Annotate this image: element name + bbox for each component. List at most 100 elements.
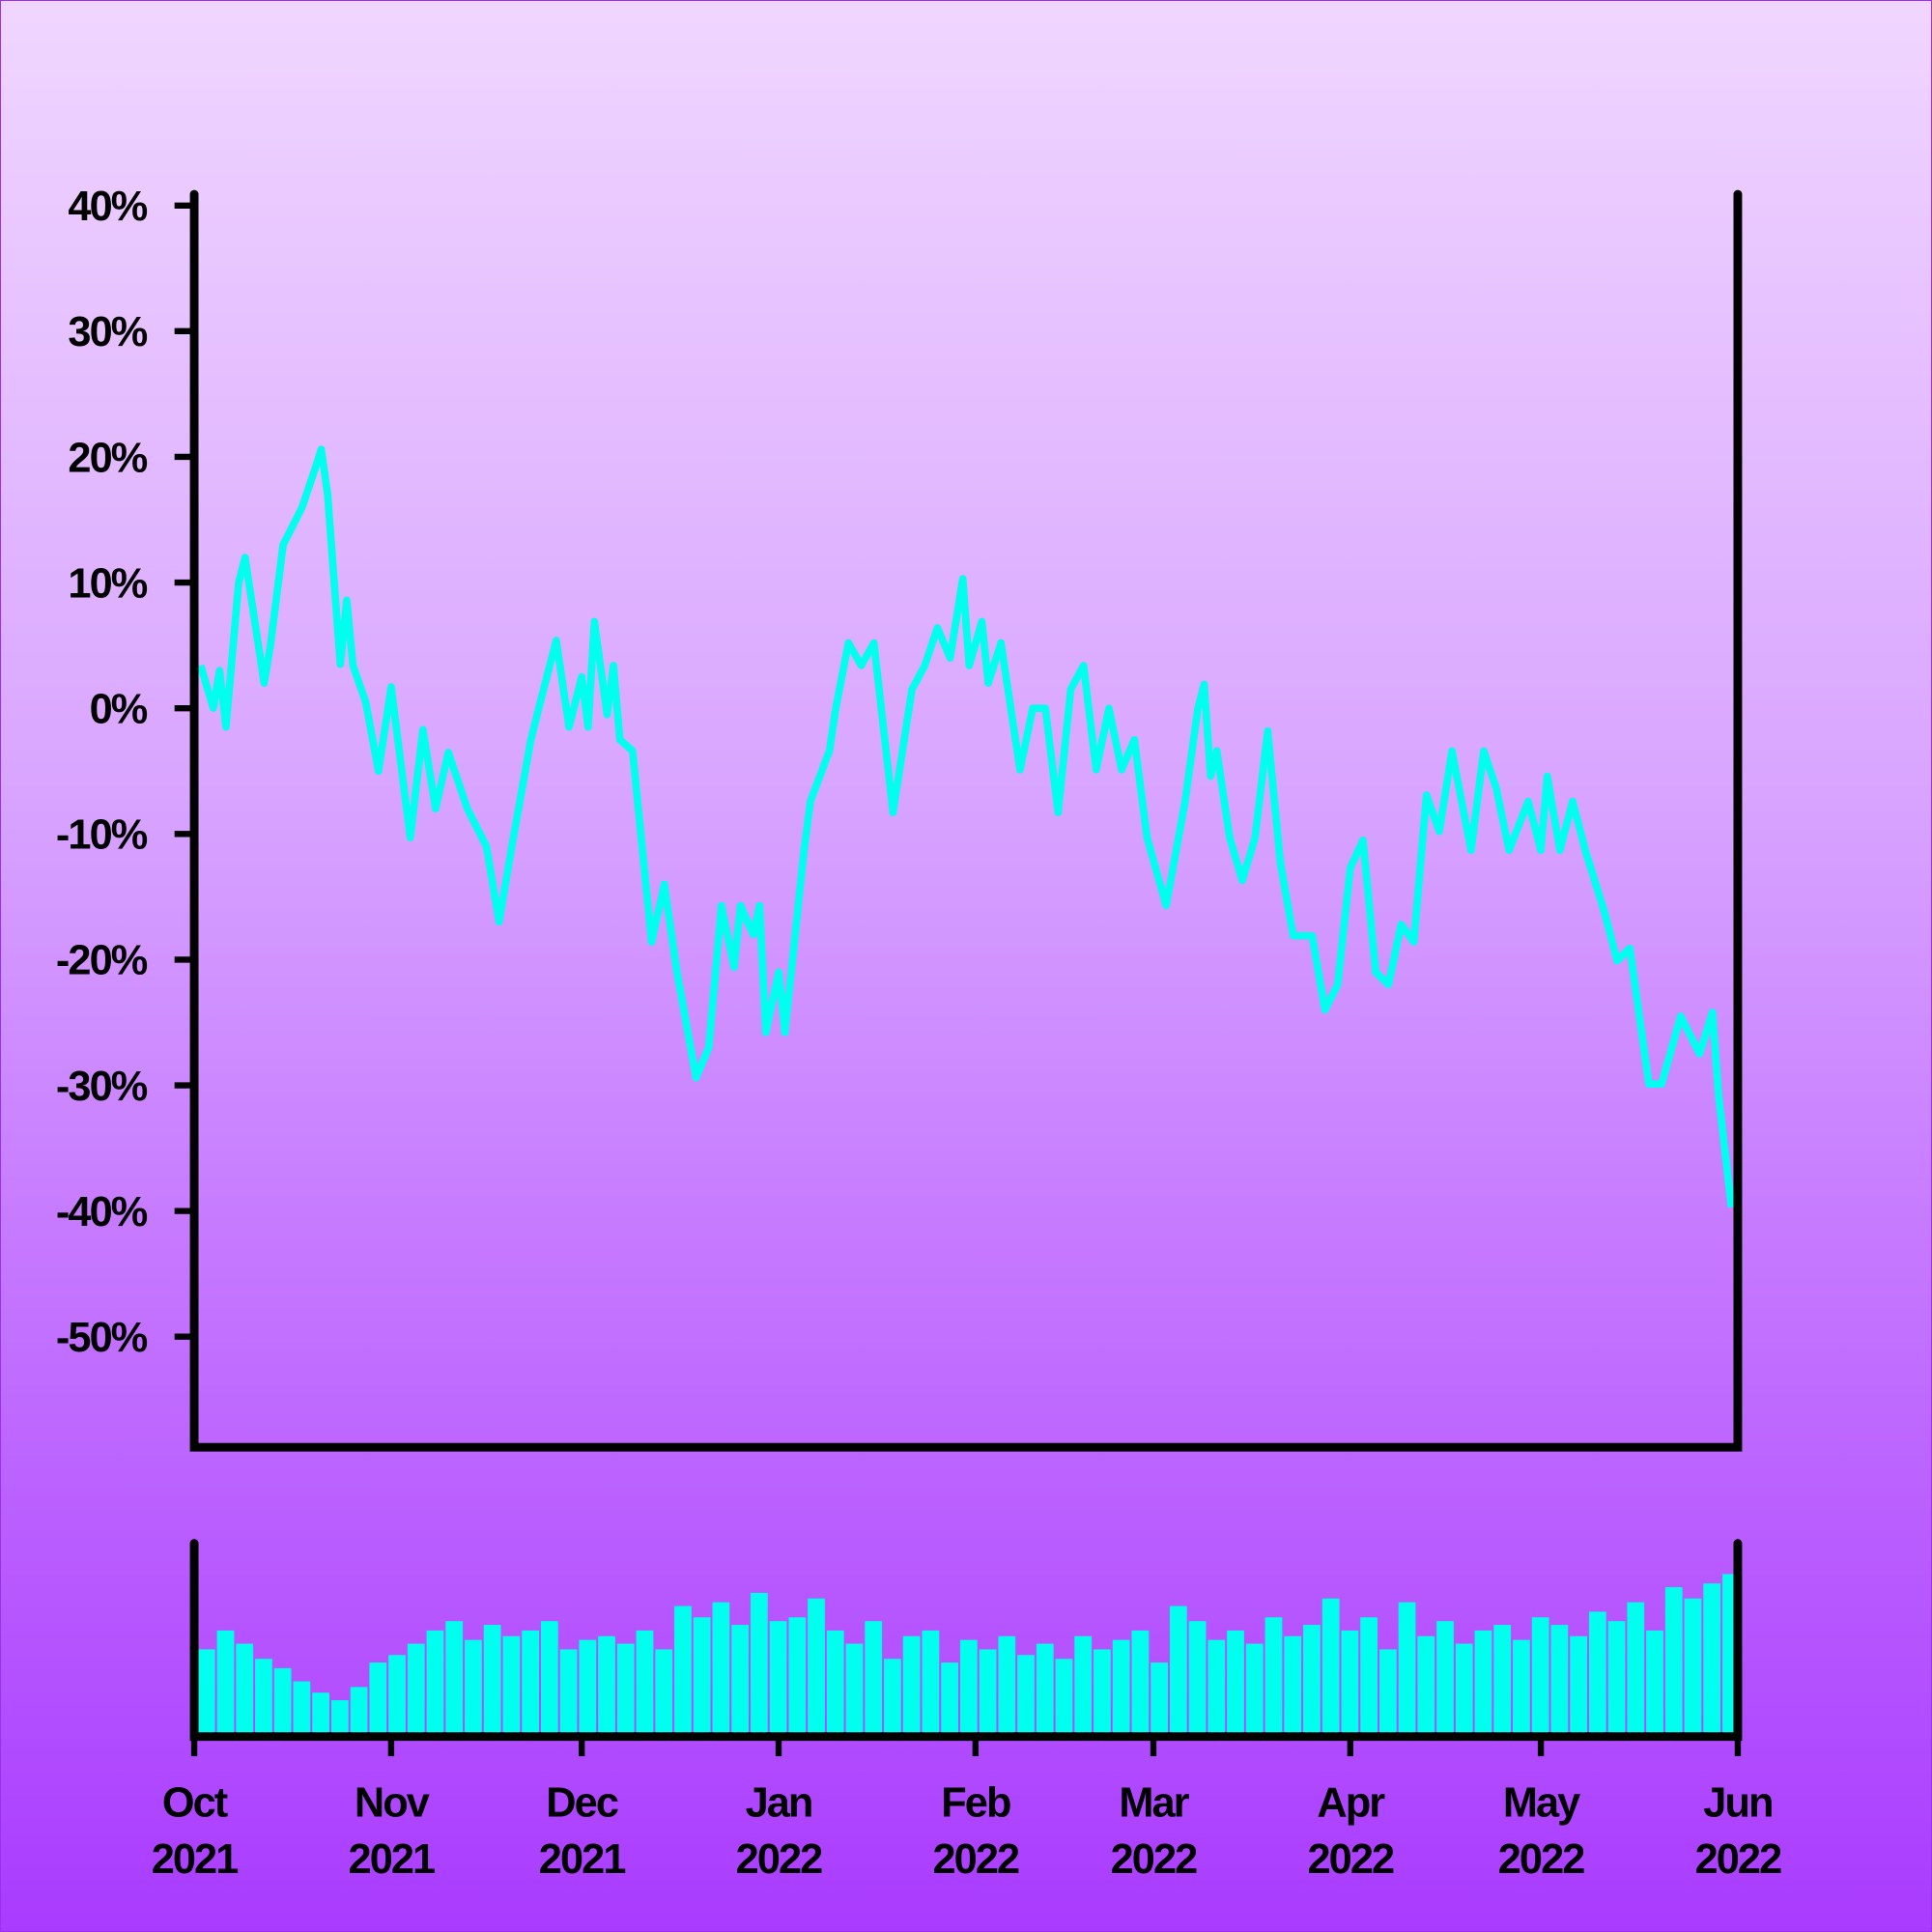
x-tick-label-line: Oct (162, 1779, 228, 1826)
volume-bar (1398, 1602, 1416, 1735)
volume-bar (674, 1605, 692, 1735)
y-tick-label: 0% (90, 686, 148, 732)
volume-bar (1360, 1617, 1378, 1735)
volume-bar (598, 1635, 615, 1735)
price-axes (189, 189, 1743, 1452)
x-tick-label-line: Apr (1317, 1779, 1385, 1826)
volume-bar (407, 1643, 425, 1735)
price-line (197, 445, 1736, 1208)
y-tick-label: 30% (68, 309, 147, 355)
volume-bar (1208, 1639, 1226, 1735)
x-tick-label: Dec 2021 (539, 1779, 626, 1883)
x-tick-label: Oct 2021 (152, 1779, 239, 1883)
volume-bar (865, 1621, 883, 1735)
volume-bar (579, 1639, 597, 1735)
x-tick-label-line: 2021 (539, 1836, 626, 1883)
volume-bar (1227, 1630, 1244, 1735)
y-tick-label: -50% (56, 1315, 148, 1361)
volume-bar (522, 1630, 539, 1735)
x-tick-label-line: Mar (1119, 1779, 1189, 1826)
volume-bar (1436, 1621, 1454, 1735)
y-tick-label: -40% (56, 1189, 148, 1236)
x-tick-label-line: Dec (546, 1779, 618, 1826)
x-tick-label: Jan 2022 (736, 1779, 823, 1883)
volume-bar (216, 1630, 235, 1735)
volume-bar (1378, 1649, 1397, 1735)
volume-bar (1474, 1630, 1492, 1735)
volume-bar (941, 1662, 958, 1735)
x-tick-label-line: 2022 (1695, 1836, 1782, 1883)
y-tick-label: 20% (68, 435, 147, 481)
volume-bar (808, 1598, 825, 1735)
volume-bar (1169, 1605, 1187, 1735)
volume-bar (197, 1649, 215, 1735)
volume-bar (1036, 1643, 1054, 1735)
x-tick-label: Nov 2021 (349, 1779, 436, 1883)
volume-bar (1703, 1583, 1721, 1735)
volume-bar (1321, 1598, 1340, 1735)
volume-bar (1303, 1625, 1321, 1735)
volume-bar (1151, 1662, 1168, 1735)
volume-bar (540, 1621, 558, 1735)
volume-bar (1531, 1617, 1549, 1735)
x-tick-label: Apr 2022 (1307, 1779, 1394, 1883)
y-tick-label: -10% (56, 812, 148, 859)
volume-bar (1284, 1635, 1302, 1735)
x-tick-label-line: Nov (355, 1779, 430, 1826)
volume-bar (1245, 1643, 1264, 1735)
volume-bar (1455, 1643, 1473, 1735)
volume-bar (1627, 1602, 1645, 1735)
volume-bar (1664, 1587, 1683, 1735)
volume-bar (483, 1625, 501, 1735)
volume-bar (330, 1700, 349, 1735)
volume-bar (616, 1643, 635, 1735)
price-panel-frame (189, 189, 1743, 1742)
volume-bar (1607, 1621, 1626, 1735)
volume-bar (1493, 1625, 1512, 1735)
x-tick-label-line: 2021 (152, 1836, 239, 1883)
volume-bar (750, 1592, 768, 1735)
volume-bar (236, 1643, 254, 1735)
volume-bar (902, 1635, 921, 1735)
volume-bar (445, 1621, 464, 1735)
x-tick-label-line: Jun (1703, 1779, 1772, 1826)
x-tick-label-line: Jan (746, 1779, 812, 1826)
x-tick-label-line: 2022 (1111, 1836, 1198, 1883)
volume-bar (388, 1655, 406, 1735)
volume-bar (788, 1617, 807, 1735)
y-tick-label: -30% (56, 1064, 148, 1110)
volume-bar (731, 1625, 749, 1735)
x-tick-label-line: 2022 (1498, 1836, 1585, 1883)
volume-bar (959, 1639, 978, 1735)
volume-bar (350, 1687, 368, 1735)
x-tick-label-line: May (1503, 1779, 1580, 1826)
volume-bar (693, 1617, 711, 1735)
volume-bar (1112, 1639, 1130, 1735)
x-tick-label-line: 2021 (349, 1836, 436, 1883)
y-tick-label: -20% (56, 938, 148, 984)
volume-bar (293, 1681, 311, 1735)
x-tick-label-line: 2022 (736, 1836, 823, 1883)
x-tick-label: Feb 2022 (933, 1779, 1020, 1883)
volume-bar (1341, 1630, 1359, 1735)
volume-bar (884, 1659, 901, 1735)
volume-bar (1513, 1639, 1530, 1735)
x-tick-label: Jun 2022 (1695, 1779, 1782, 1883)
volume-bar (636, 1630, 654, 1735)
x-tick-label-line: 2022 (1307, 1836, 1394, 1883)
volume-bar (1055, 1659, 1073, 1735)
volume-bar (845, 1643, 864, 1735)
volume-bar (769, 1621, 787, 1735)
volume-bar (255, 1659, 272, 1735)
x-tick-label: Mar 2022 (1111, 1779, 1198, 1883)
volume-bar (1074, 1635, 1093, 1735)
x-tick-label-line: 2022 (933, 1836, 1020, 1883)
volume-bar (1417, 1635, 1435, 1735)
y-tick-label: 40% (68, 184, 147, 230)
volume-bar (465, 1639, 482, 1735)
volume-bar (1588, 1611, 1606, 1735)
volume-bar (559, 1649, 578, 1735)
volume-bar (1188, 1621, 1207, 1735)
volume-axes (189, 1539, 1743, 1742)
